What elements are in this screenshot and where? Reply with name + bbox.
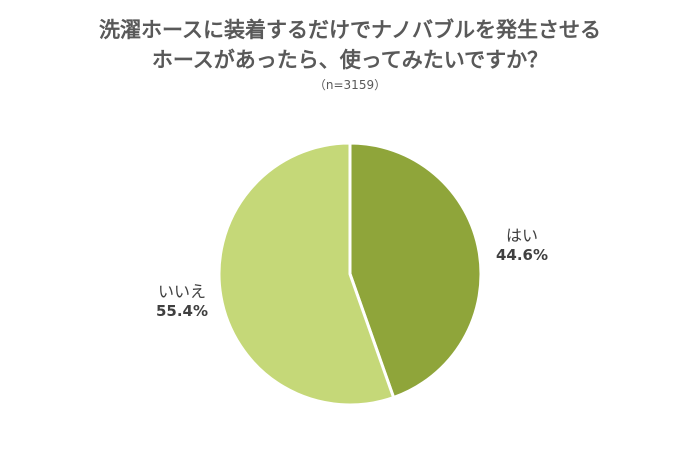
- chart-title-line-1: 洗濯ホースに装着するだけでナノバブルを発生させる: [99, 18, 601, 42]
- slice-label-no: いいえ 55.4%: [142, 282, 222, 321]
- slice-percent-yes: 44.6%: [495, 246, 549, 264]
- chart-title-line-2: ホースがあったら、使ってみたいですか？: [151, 48, 549, 72]
- pie-slice-yes: [348, 141, 483, 400]
- pie-slice-no: [217, 141, 396, 407]
- slice-label-yes: はい 44.6%: [492, 226, 552, 265]
- chart-subtitle: （n=3159）: [313, 78, 387, 92]
- slice-name-no: いいえ: [157, 282, 206, 301]
- slice-percent-no: 55.4%: [155, 302, 209, 320]
- slice-name-yes: はい: [505, 226, 538, 245]
